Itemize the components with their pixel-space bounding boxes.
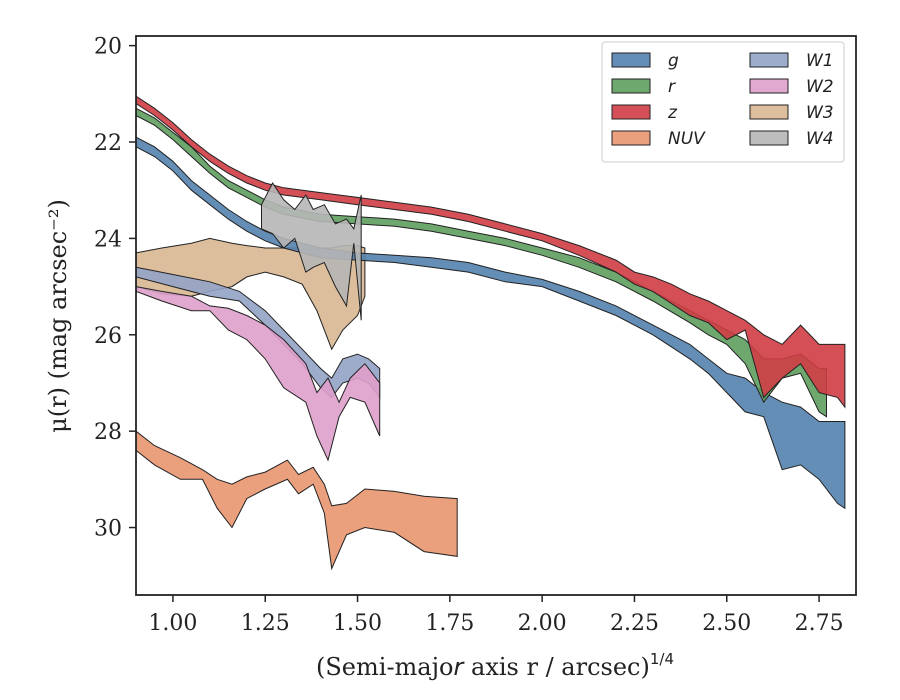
x-tick-label: 1.50 — [333, 611, 382, 636]
legend-swatch-w4 — [749, 130, 789, 146]
axes-layer: 1.00 1.25 1.50 1.75 2.00 2.25 2.50 2.75 20 22 24 26… — [94, 35, 857, 636]
legend-swatch-nuv — [611, 130, 651, 146]
y-tick-label: 30 — [94, 517, 122, 542]
legend: grz NUV W1 W2 W3 W4 — [601, 41, 845, 163]
legend-label-g: g — [668, 51, 679, 71]
legend-label-w4: W4 — [806, 129, 834, 149]
x-tick-label: 1.25 — [241, 611, 290, 636]
x-tick-label: 2.50 — [702, 611, 751, 636]
y-tick-label: 24 — [94, 227, 122, 252]
y-tick-label: 22 — [94, 131, 122, 156]
legend-swatch-g — [611, 52, 651, 68]
legend-label-w1: W1 — [806, 51, 834, 71]
x-tick-label: 1.75 — [425, 611, 474, 636]
legend-label-r: r — [668, 77, 676, 97]
x-axis-title: (Semi-major axis r / arcsec)1/4 — [316, 650, 674, 681]
plot-frame — [135, 35, 857, 596]
series-band-z — [136, 95, 846, 409]
legend-swatch-r — [611, 78, 651, 94]
series-band-nuv — [136, 430, 458, 571]
y-axis-title: μ(r) (mag arcsec⁻²) — [44, 199, 72, 433]
legend-swatch-z — [611, 104, 651, 120]
series-band-w4 — [261, 182, 362, 321]
y-tick-label: 28 — [94, 420, 122, 445]
legend-swatch-w2 — [749, 78, 789, 94]
x-tick-label: 2.75 — [795, 611, 844, 636]
legend-label-w3: W3 — [806, 103, 834, 123]
x-tick-label: 2.25 — [610, 611, 659, 636]
series-band-w2 — [136, 286, 381, 462]
y-tick-label: 26 — [94, 324, 122, 349]
y-tick-label: 20 — [94, 35, 122, 60]
legend-label-nuv: NUV — [668, 129, 706, 149]
legend-swatch-w1 — [749, 52, 789, 68]
x-tick-label: 2.00 — [518, 611, 567, 636]
x-tick-label: 1.00 — [148, 611, 197, 636]
series-layer — [136, 95, 846, 571]
legend-swatch-w3 — [749, 104, 789, 120]
legend-label-z: z — [667, 103, 678, 123]
legend-label-w2: W2 — [806, 77, 834, 97]
